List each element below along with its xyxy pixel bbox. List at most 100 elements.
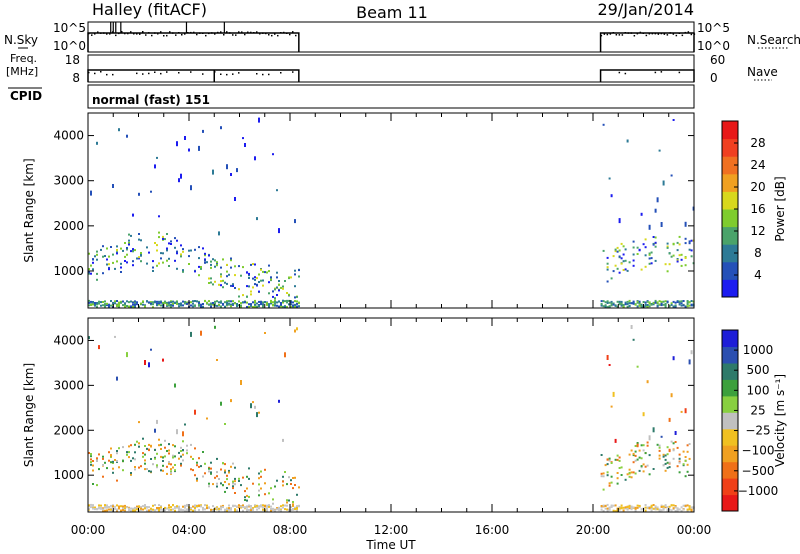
data-cell (92, 261, 94, 264)
data-cell (174, 464, 176, 466)
data-cell (158, 438, 160, 441)
data-cell (236, 303, 238, 305)
nsearch-label: N.Search (747, 33, 800, 47)
data-cell (158, 302, 160, 305)
data-cell (242, 301, 244, 304)
data-cell (660, 300, 663, 303)
data-cell (120, 247, 122, 250)
freq-label: Freq. (10, 52, 37, 65)
data-cell (620, 507, 623, 510)
data-cell (206, 506, 208, 509)
data-cell (606, 474, 609, 477)
data-cell (228, 471, 230, 474)
data-cell (152, 301, 154, 304)
data-cell (260, 475, 262, 478)
nsky-panel: N.Sky 10^5 10^0 N.Search 10^5 10^0 (4, 21, 800, 53)
data-cell (236, 505, 238, 508)
nsky-trace (87, 22, 696, 52)
data-cell (156, 264, 158, 267)
data-cell (678, 508, 681, 511)
data-cell (654, 505, 657, 508)
data-cell (130, 300, 132, 303)
data-cell (192, 300, 194, 303)
colorbar-tick-label: 4 (754, 268, 762, 282)
data-cell (252, 286, 254, 289)
data-cell (290, 303, 292, 306)
nsearch-dot (151, 34, 153, 37)
data-cell (662, 455, 665, 458)
nsearch-dot (606, 33, 609, 36)
data-cell (166, 247, 168, 250)
data-cell (218, 509, 220, 512)
nsearch-dot (678, 32, 681, 34)
data-cell (628, 505, 631, 508)
data-cell (644, 465, 647, 468)
date-title: 29/Jan/2014 (597, 0, 694, 19)
data-cell (246, 306, 248, 308)
nsearch-dot (636, 32, 639, 35)
data-cell (294, 506, 296, 509)
data-cell (200, 266, 202, 268)
data-cell (108, 255, 110, 258)
data-cell (168, 443, 170, 446)
x-axis-label: Time UT (365, 538, 416, 552)
data-cell (152, 504, 154, 507)
data-cell (632, 461, 635, 464)
data-cell (676, 241, 679, 244)
colorbar-swatch (722, 261, 738, 280)
data-cell (676, 259, 679, 262)
data-cell (640, 465, 643, 468)
data-cell (142, 300, 144, 303)
data-cell (210, 266, 212, 269)
data-cell (162, 261, 164, 264)
data-cell (216, 359, 218, 361)
data-cell (242, 137, 244, 140)
data-cell (668, 448, 671, 451)
data-cell (220, 301, 222, 304)
data-cell (602, 300, 605, 303)
data-cell (650, 507, 653, 509)
data-cell (622, 253, 625, 256)
data-cell (144, 507, 146, 510)
data-cell (662, 300, 665, 303)
data-cell (190, 301, 192, 304)
data-cell (102, 245, 104, 248)
data-cell (182, 431, 184, 437)
data-cell (226, 275, 228, 278)
data-cell (202, 451, 204, 453)
data-cell (252, 508, 254, 511)
data-cell (684, 475, 687, 478)
data-cell (208, 467, 210, 470)
data-cell (248, 504, 250, 507)
data-cell (96, 278, 98, 281)
data-cell (238, 288, 240, 291)
data-cell (132, 509, 134, 512)
data-cell (646, 304, 649, 306)
data-cell (292, 503, 294, 506)
data-cell (168, 506, 170, 509)
data-cell (648, 454, 651, 457)
data-cell (112, 261, 114, 264)
nave-dot (654, 71, 657, 74)
data-cell (644, 265, 647, 268)
data-cell (258, 281, 260, 283)
data-cell (198, 257, 200, 260)
data-cell (124, 305, 126, 308)
data-cell (158, 262, 160, 265)
data-cell (642, 463, 645, 466)
data-cell (640, 212, 643, 216)
data-cell (114, 335, 116, 338)
data-cell (672, 305, 675, 308)
data-cell (120, 262, 122, 265)
data-cell (612, 504, 615, 507)
data-cell (666, 300, 669, 303)
data-cell (240, 484, 242, 487)
nsearch-dot (609, 33, 612, 35)
data-cell (600, 300, 603, 303)
data-cell (278, 506, 280, 509)
data-cell (174, 246, 176, 249)
data-cell (678, 460, 681, 463)
data-cell (242, 294, 244, 297)
data-cell (238, 506, 240, 509)
data-cell (122, 505, 124, 508)
